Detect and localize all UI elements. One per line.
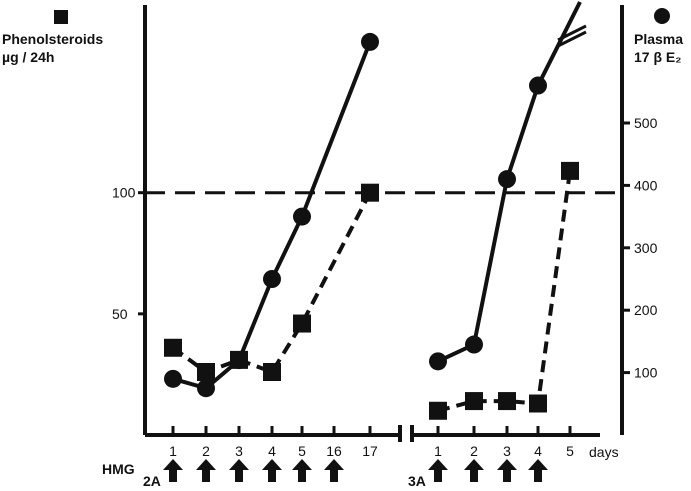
left-tick-label: 50 xyxy=(112,306,128,322)
right-axis-label-line2: 17 β E₂ xyxy=(634,49,681,65)
phenolsteroids-point xyxy=(293,314,311,333)
plasma-e2-point xyxy=(293,207,311,226)
axis-break-slash-2 xyxy=(557,30,587,48)
x-axis-label-days: days xyxy=(589,444,619,460)
x-tick-label: 5 xyxy=(566,443,574,459)
plasma-e2-point xyxy=(164,369,182,388)
tick-layer: 50 100 100 200 300 400 500 1 2 3 4 5 16 17 1 2 3 4 5 xyxy=(112,115,658,459)
x-tick-label: 17 xyxy=(362,443,378,459)
left-axis-label-line1: Phenolsteroids xyxy=(2,31,103,47)
phenolsteroids-point xyxy=(465,392,483,411)
treatment-arrows-layer xyxy=(163,459,548,482)
plasma-legend-circle-icon xyxy=(654,8,670,24)
phenolsteroids-point xyxy=(529,394,547,413)
plasma-e2-point xyxy=(498,170,516,189)
right-tick-label: 300 xyxy=(634,240,658,256)
right-tick-label: 400 xyxy=(634,177,658,193)
x-tick-label: 4 xyxy=(534,443,542,459)
plasma-e2-point xyxy=(465,335,483,354)
x-tick-label: 2 xyxy=(470,443,478,459)
panel-label-3a: 3A xyxy=(408,473,426,489)
phenolsteroids-point xyxy=(498,392,516,411)
plasma-e2-point xyxy=(529,76,547,95)
hmg-arrow-icon xyxy=(196,459,216,482)
axes-layer xyxy=(143,5,624,442)
phenolsteroids-line-panel-3A xyxy=(437,170,572,413)
hmg-arrow-icon xyxy=(464,459,484,482)
left-axis-legend: Phenolsteroids µg / 24h xyxy=(2,10,103,65)
phenolsteroids-point xyxy=(263,363,281,381)
x-tick-label: 16 xyxy=(326,443,342,459)
phenolsteroids-point xyxy=(429,401,447,420)
phenolsteroids-point xyxy=(561,161,579,180)
phenolsteroids-legend-square-icon xyxy=(54,10,68,24)
hmg-arrow-icon xyxy=(324,459,344,482)
treatment-label: HMG xyxy=(102,461,135,477)
right-tick-label: 100 xyxy=(634,365,658,381)
hmg-arrow-icon xyxy=(229,459,249,482)
x-tick-label: 5 xyxy=(298,443,306,459)
x-tick-label: 2 xyxy=(202,443,210,459)
plasma-e2-point xyxy=(197,379,215,398)
right-tick-label: 200 xyxy=(634,302,658,318)
x-tick-label: 1 xyxy=(169,443,177,459)
hmg-arrow-icon xyxy=(292,459,312,482)
phenolsteroids-point xyxy=(197,363,215,381)
phenolsteroids-line-panel-2A xyxy=(171,191,372,375)
plasma-e2-point xyxy=(361,32,379,51)
left-axis-label-line2: µg / 24h xyxy=(2,49,54,65)
left-tick-label: 100 xyxy=(112,185,136,201)
x-tick-label: 4 xyxy=(268,443,276,459)
plasma-e2-point xyxy=(263,270,281,288)
plasma-e2-point xyxy=(429,352,447,371)
phenolsteroids-point xyxy=(164,338,182,357)
right-axis-legend: Plasma 17 β E₂ xyxy=(634,8,683,65)
phenolsteroids-point xyxy=(230,350,248,369)
x-tick-label: 3 xyxy=(235,443,243,459)
plasma-e2-line-panel-2A xyxy=(172,41,372,391)
x-tick-label: 1 xyxy=(434,443,442,459)
x-tick-label: 3 xyxy=(503,443,511,459)
phenolsteroids-point xyxy=(361,183,379,202)
right-axis-label-line1: Plasma xyxy=(634,31,683,47)
hmg-arrow-icon xyxy=(262,459,282,482)
right-tick-label: 500 xyxy=(634,115,658,131)
hmg-arrow-icon xyxy=(497,459,517,482)
hmg-arrow-icon xyxy=(428,459,448,482)
hmg-arrow-icon xyxy=(163,459,183,482)
series-layer xyxy=(164,1,587,420)
hmg-arrow-icon xyxy=(528,459,548,482)
panel-label-2a: 2A xyxy=(143,473,161,489)
